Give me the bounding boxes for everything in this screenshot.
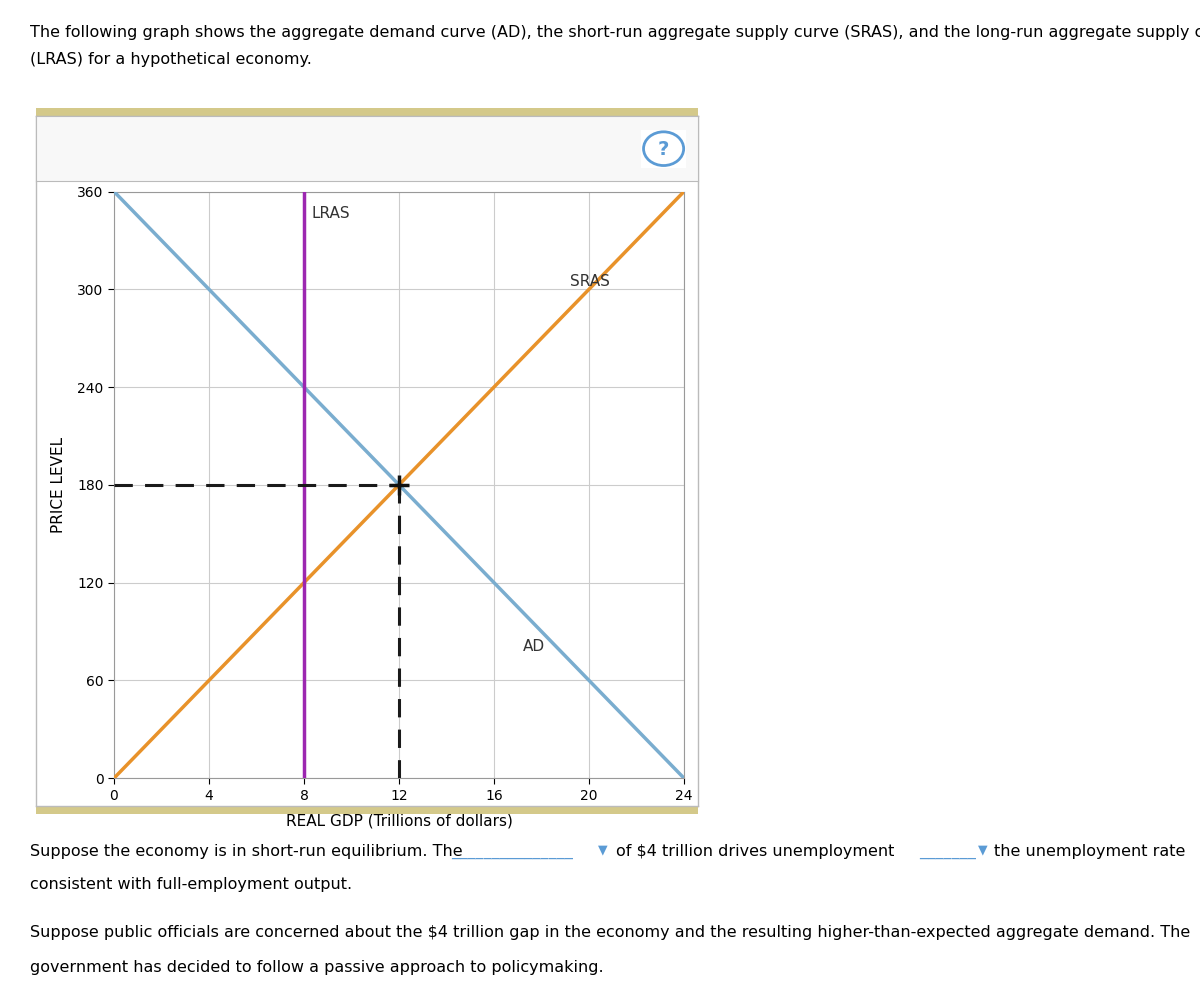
Text: the unemployment rate: the unemployment rate [994,844,1184,859]
Text: consistent with full-employment output.: consistent with full-employment output. [30,877,352,892]
Text: _______: _______ [919,844,976,859]
X-axis label: REAL GDP (Trillions of dollars): REAL GDP (Trillions of dollars) [286,813,512,829]
Text: The following graph shows the aggregate demand curve (AD), the short-run aggrega: The following graph shows the aggregate … [30,25,1200,40]
Text: ▼: ▼ [598,844,607,857]
Text: government has decided to follow a passive approach to policymaking.: government has decided to follow a passi… [30,960,604,975]
Text: LRAS: LRAS [311,206,349,221]
Y-axis label: PRICE LEVEL: PRICE LEVEL [50,436,66,533]
Text: _______________: _______________ [451,844,574,859]
Text: AD: AD [522,639,545,654]
Text: Suppose the economy is in short-run equilibrium. The: Suppose the economy is in short-run equi… [30,844,463,859]
Text: (LRAS) for a hypothetical economy.: (LRAS) for a hypothetical economy. [30,52,312,68]
Text: of $4 trillion drives unemployment: of $4 trillion drives unemployment [616,844,894,859]
Text: Suppose public officials are concerned about the $4 trillion gap in the economy : Suppose public officials are concerned a… [30,925,1190,940]
Text: ?: ? [658,140,670,159]
Text: ▼: ▼ [978,844,988,857]
Text: SRAS: SRAS [570,274,610,289]
